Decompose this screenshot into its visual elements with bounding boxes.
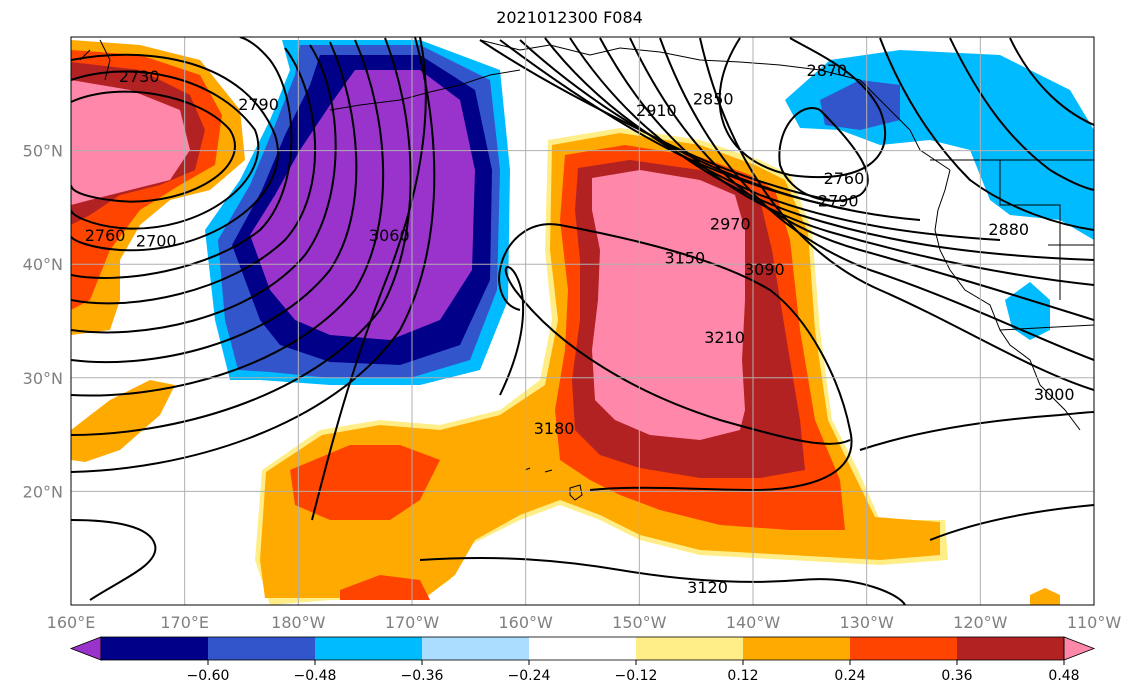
nw-anomaly-pink bbox=[71, 80, 190, 205]
contour-label: 2870 bbox=[807, 61, 848, 80]
contour-label: 3180 bbox=[534, 419, 575, 438]
colorbar-tick-label: 0.24 bbox=[834, 668, 865, 684]
alaska-coast bbox=[479, 39, 951, 171]
colorbar-tick-label: −0.24 bbox=[508, 668, 551, 684]
contour-label: 2730 bbox=[119, 67, 160, 86]
latitude-tick-label: 50°N bbox=[23, 142, 63, 161]
colorbar-segment bbox=[315, 637, 423, 660]
contour-label: 3090 bbox=[744, 260, 785, 279]
latitude-tick-label: 40°N bbox=[23, 255, 63, 274]
ne-anomaly-cyan-2 bbox=[1005, 282, 1050, 340]
longitude-tick-label: 120°W bbox=[953, 613, 1008, 632]
contour-label: 2970 bbox=[710, 214, 751, 233]
contour-label: 2910 bbox=[636, 101, 677, 120]
colorbar-segment bbox=[743, 637, 851, 660]
colorbar-segment bbox=[208, 637, 316, 660]
longitude-tick-label: 150°W bbox=[612, 613, 667, 632]
contour-label: 2850 bbox=[693, 89, 734, 108]
positive-anomaly-pink bbox=[592, 170, 745, 440]
state-line-1 bbox=[999, 160, 1061, 300]
mexico-border bbox=[999, 324, 1094, 331]
contour-label: 3120 bbox=[687, 578, 728, 597]
colorbar-extend-max bbox=[1063, 636, 1096, 661]
height-contours bbox=[71, 37, 1094, 605]
nw-anomaly-orange-2 bbox=[71, 380, 175, 462]
japan-kamchatka bbox=[79, 39, 111, 81]
longitude-tick-label: 170°W bbox=[385, 613, 440, 632]
plot-frame bbox=[70, 36, 1095, 606]
ne-anomaly-blue bbox=[820, 80, 900, 130]
anomaly-shading bbox=[71, 40, 1094, 605]
colorbar-segment bbox=[636, 637, 744, 660]
graticule bbox=[71, 37, 1094, 605]
colorbar-segment bbox=[850, 637, 958, 660]
longitude-tick-label: 170°E bbox=[160, 613, 209, 632]
positive-anomaly-redorange-3 bbox=[340, 575, 430, 600]
longitude-tick-label: 160°W bbox=[498, 613, 553, 632]
map-title: 2021012300 F084 bbox=[496, 8, 643, 27]
colorbar-tick-label: 0.36 bbox=[941, 668, 972, 684]
longitude-tick-label: 130°W bbox=[839, 613, 894, 632]
colorbar-segment bbox=[422, 637, 530, 660]
longitude-tick-label: 140°W bbox=[726, 613, 781, 632]
contour-label: 2790 bbox=[818, 192, 859, 211]
coastlines bbox=[79, 39, 1094, 501]
colorbar-segment bbox=[101, 637, 209, 660]
colorbar: −0.60 −0.48 −0.36 −0.24 −0.12 0.12 0.24 0.36 0.4… bbox=[69, 636, 1096, 684]
colorbar-tick-label: −0.60 bbox=[187, 668, 230, 684]
latitude-tick-label: 20°N bbox=[23, 482, 63, 501]
contour-label: 3150 bbox=[664, 249, 705, 268]
contour-label: 2790 bbox=[238, 95, 279, 114]
colorbar-tick-label: 0.48 bbox=[1048, 668, 1079, 684]
longitude-tick-label: 180°W bbox=[271, 613, 326, 632]
contour-labels: 2730 2790 2760 2700 3060 2910 2850 2870 2760 2790… bbox=[85, 61, 1075, 597]
longitude-tick-label: 160°E bbox=[47, 613, 96, 632]
aleutian-chain bbox=[329, 69, 521, 111]
colorbar-segment bbox=[957, 637, 1065, 660]
north-america-coast bbox=[934, 169, 1081, 431]
longitude-tick-label: 110°W bbox=[1067, 613, 1122, 632]
latitude-tick-label: 30°N bbox=[23, 369, 63, 388]
colorbar-extend-min bbox=[69, 636, 102, 661]
contour-label: 2760 bbox=[824, 169, 865, 188]
small-yellow-blob bbox=[1030, 588, 1060, 605]
axis-labels: 160°E 170°E 180°W 170°W 160°W 150°W 140°W 130°W… bbox=[23, 142, 1122, 632]
colorbar-frame bbox=[100, 636, 1065, 661]
colorbar-tick-label: −0.48 bbox=[294, 668, 337, 684]
contour-label: 3060 bbox=[369, 226, 410, 245]
colorbar-tick-label: 0.12 bbox=[727, 668, 758, 684]
contour-label: 2760 bbox=[85, 226, 126, 245]
negative-anomaly-purple bbox=[250, 70, 475, 340]
colorbar-tick-label: −0.12 bbox=[615, 668, 658, 684]
contour-label: 2700 bbox=[136, 231, 177, 250]
contour-label: 3000 bbox=[1034, 385, 1075, 404]
colorbar-tick-label: −0.36 bbox=[401, 668, 444, 684]
contour-label: 3210 bbox=[704, 328, 745, 347]
colorbar-segment bbox=[529, 637, 637, 660]
contour-label: 2880 bbox=[988, 220, 1029, 239]
